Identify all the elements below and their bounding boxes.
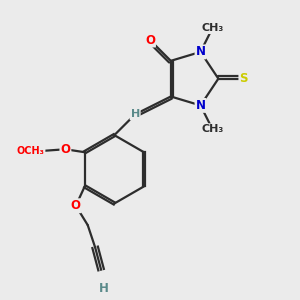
Text: N: N — [196, 99, 206, 112]
Text: O: O — [145, 34, 155, 46]
Text: O: O — [71, 199, 81, 212]
Text: H: H — [99, 283, 109, 296]
Text: N: N — [196, 45, 206, 58]
Text: CH₃: CH₃ — [201, 124, 224, 134]
Text: OCH₃: OCH₃ — [17, 146, 45, 156]
Text: H: H — [130, 109, 140, 119]
Text: CH₃: CH₃ — [201, 23, 224, 33]
Text: S: S — [239, 72, 248, 85]
Text: O: O — [60, 143, 70, 156]
